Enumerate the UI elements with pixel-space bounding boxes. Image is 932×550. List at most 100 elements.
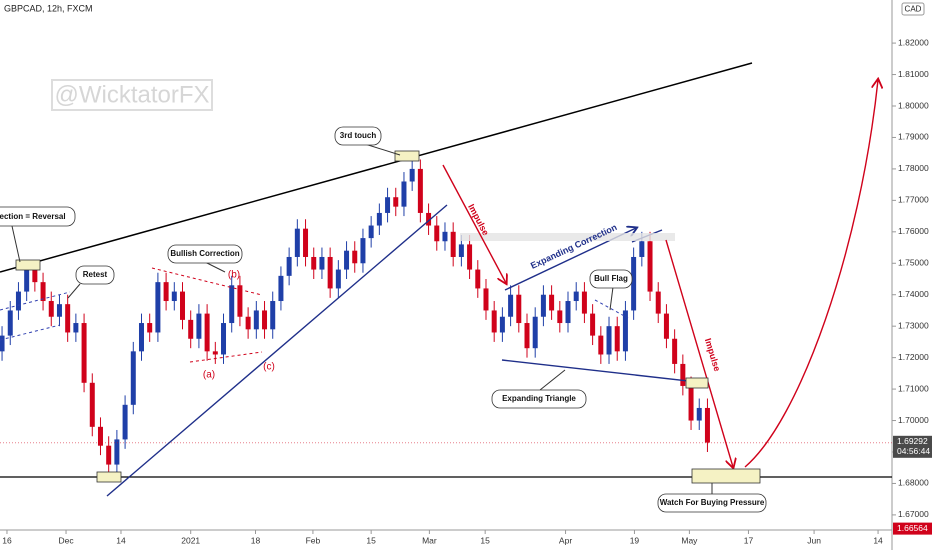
candle-body xyxy=(196,313,202,339)
highlight-box xyxy=(96,471,122,483)
candle-body xyxy=(467,244,473,270)
projection-arrow xyxy=(744,80,878,468)
candle-body xyxy=(540,294,546,317)
candle-body xyxy=(516,294,522,324)
candle-body xyxy=(417,168,423,213)
candle-body xyxy=(614,326,620,352)
wave-label: (b) xyxy=(228,270,240,281)
axis-labels: 1.670001.680001.690001.700001.710001.720… xyxy=(2,37,932,545)
y-tick-label: 1.74000 xyxy=(898,289,929,299)
flag-dash xyxy=(594,299,629,319)
highlight-box xyxy=(15,259,41,271)
x-tick-label: 15 xyxy=(480,535,490,545)
candle-body xyxy=(549,294,555,311)
callout xyxy=(589,269,633,289)
resistance-trendline xyxy=(0,62,753,273)
callout xyxy=(75,265,115,285)
annotation: Watch For Buying Pressure xyxy=(660,498,765,507)
candle-body xyxy=(680,363,686,386)
candle-body xyxy=(171,291,177,302)
pointer xyxy=(539,369,566,391)
triangle-lower xyxy=(501,359,707,384)
candle-body xyxy=(573,291,579,302)
y-tick-label: 1.67000 xyxy=(898,509,929,519)
annotation: orrection = Reversal xyxy=(0,212,66,221)
candle-body xyxy=(565,301,571,324)
watermark: @WicktatorFX xyxy=(54,81,209,108)
x-tick-label: Dec xyxy=(58,535,74,545)
y-tick-label: 1.79000 xyxy=(898,132,929,142)
candle-body xyxy=(385,197,391,213)
candle-body xyxy=(508,294,514,317)
x-tick-label: Mar xyxy=(422,535,437,545)
low-price: 1.66564 xyxy=(897,523,928,533)
candle-body xyxy=(499,316,505,333)
candle-body xyxy=(344,250,350,270)
impulse-arrow xyxy=(442,164,506,283)
candle-body xyxy=(335,269,341,289)
zone xyxy=(460,233,675,241)
pointer xyxy=(364,143,401,156)
candle-body xyxy=(426,212,432,226)
y-tick-label: 1.72000 xyxy=(898,352,929,362)
candle-body xyxy=(106,445,112,465)
y-tick-label: 1.77000 xyxy=(898,195,929,205)
wave-label: (a) xyxy=(203,370,215,381)
x-tick-label: 14 xyxy=(116,535,126,545)
candle-body xyxy=(7,310,13,336)
x-tick-label: 19 xyxy=(630,535,640,545)
last-price-box xyxy=(893,435,932,458)
candle-body xyxy=(48,301,54,317)
candle-body xyxy=(352,250,358,264)
candle-body xyxy=(598,335,604,355)
callout xyxy=(491,389,587,409)
candle-body xyxy=(89,382,95,427)
candle-body xyxy=(278,275,284,302)
y-tick-label: 1.70000 xyxy=(898,415,929,425)
candle-body xyxy=(32,269,38,283)
wave-label: (c) xyxy=(263,362,275,373)
candle-body xyxy=(655,291,661,314)
x-tick-label: 18 xyxy=(251,535,261,545)
annotation: Bull Flag xyxy=(594,274,628,283)
highlight-box xyxy=(691,468,761,484)
channel-dash xyxy=(0,324,61,341)
candle-body xyxy=(130,351,136,405)
candle-body xyxy=(221,323,227,355)
countdown: 04:56:44 xyxy=(897,446,930,456)
candle-body xyxy=(303,228,309,257)
candle-body xyxy=(114,439,120,465)
annotation: Bullish Correction xyxy=(170,249,239,258)
candle-body xyxy=(122,404,128,440)
pointer xyxy=(11,225,21,263)
candle-body xyxy=(73,323,79,333)
candle-body xyxy=(155,282,161,333)
candle-body xyxy=(458,244,464,257)
candle-body xyxy=(450,231,456,257)
x-tick-label: 17 xyxy=(744,535,754,545)
annotation: 3rd touch xyxy=(340,131,377,140)
y-tick-label: 1.80000 xyxy=(898,100,929,110)
marks xyxy=(0,159,892,475)
candle-body xyxy=(245,316,251,330)
candle-body xyxy=(147,323,153,333)
currency-box xyxy=(901,2,925,16)
candle-body xyxy=(368,225,374,239)
candle-body xyxy=(647,241,653,292)
y-tick-label: 1.81000 xyxy=(898,69,929,79)
candle-body xyxy=(442,231,448,242)
plot-area xyxy=(0,0,892,530)
candle-body xyxy=(81,323,87,383)
candle-body xyxy=(393,197,399,207)
candle-body xyxy=(409,168,415,182)
x-tick-label: 16 xyxy=(2,535,12,545)
candle-body xyxy=(97,426,103,446)
candle-body xyxy=(483,288,489,311)
callout xyxy=(657,493,767,513)
candle-body xyxy=(204,313,210,352)
callout xyxy=(334,126,382,146)
candle-body xyxy=(65,304,71,333)
low-price-box xyxy=(893,522,932,535)
annotation: Retest xyxy=(83,270,108,279)
